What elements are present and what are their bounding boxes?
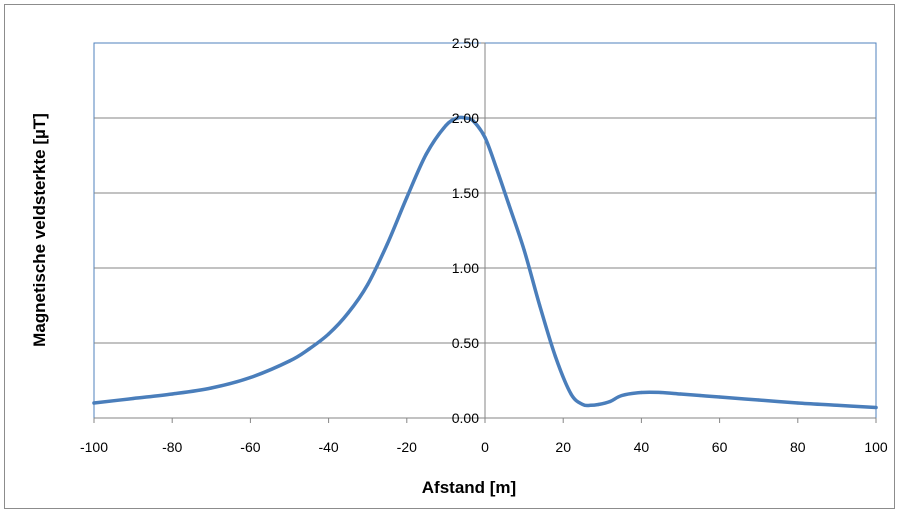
x-tick-label: -20 — [397, 439, 417, 455]
data-point — [248, 375, 252, 380]
axes — [93, 42, 877, 423]
data-point — [589, 403, 593, 407]
x-tick-label: 0 — [481, 439, 489, 455]
data-point — [659, 390, 663, 395]
data-point — [92, 401, 96, 405]
data-point — [553, 354, 558, 359]
x-tick-label: 80 — [790, 439, 806, 455]
data-point — [596, 402, 601, 407]
series-layer — [92, 115, 878, 410]
y-tick-label: 0.50 — [452, 335, 479, 351]
data-point — [495, 167, 499, 171]
data-point — [456, 116, 460, 120]
line-chart: 0.00 0.50 1.00 1.50 2.00 2.50 -100 -80 -60 -40 -20… — [30, 35, 888, 497]
data-point — [424, 152, 428, 156]
x-tick-label: 20 — [555, 439, 571, 455]
data-point — [874, 405, 878, 410]
data-point — [835, 403, 839, 407]
data-point — [405, 195, 409, 200]
x-tick-label: 40 — [634, 439, 650, 455]
data-point — [307, 347, 311, 351]
data-point — [287, 359, 292, 363]
x-tick-label: -100 — [80, 439, 108, 455]
y-tick-label: 2.00 — [452, 110, 479, 126]
x-tick-label: 100 — [864, 439, 888, 455]
data-point — [698, 393, 702, 398]
data-point — [620, 393, 624, 398]
data-point — [131, 396, 135, 401]
data-point — [608, 399, 612, 404]
x-tick-label: -60 — [240, 439, 260, 455]
data-point — [718, 395, 722, 399]
chart-frame: 0.00 0.50 1.00 1.50 2.00 2.50 -100 -80 -60 -40 -20… — [4, 4, 895, 509]
data-point — [471, 119, 475, 123]
y-tick-label: 1.50 — [452, 185, 479, 201]
data-point — [346, 311, 350, 315]
data-point — [506, 201, 511, 206]
data-point — [444, 123, 448, 128]
data-point — [522, 248, 526, 252]
y-axis-title: Magnetische veldsterkte [µT] — [30, 113, 49, 347]
y-tick-label: 2.50 — [452, 35, 479, 51]
x-axis-title: Afstand [m] — [422, 478, 516, 497]
data-point — [209, 386, 213, 390]
x-tick-label: -40 — [318, 439, 338, 455]
tick-labels: 0.00 0.50 1.00 1.50 2.00 2.50 -100 -80 -60 -40 -20… — [80, 35, 888, 455]
data-point — [327, 332, 331, 336]
data-point — [385, 242, 389, 246]
data-point — [639, 390, 644, 395]
x-tick-label: 60 — [712, 439, 728, 455]
y-tick-label: 0.00 — [452, 410, 479, 426]
data-point — [170, 392, 174, 396]
y-tick-label: 1.00 — [452, 260, 479, 276]
data-point — [538, 303, 542, 308]
data-point — [366, 282, 370, 287]
data-point — [796, 401, 800, 405]
x-tick-label: -80 — [162, 439, 182, 455]
data-point — [569, 392, 573, 396]
data-point — [581, 402, 585, 407]
data-point — [678, 392, 683, 396]
data-point — [463, 116, 467, 120]
series-line — [92, 115, 878, 410]
data-point — [757, 398, 761, 402]
data-point — [483, 135, 487, 140]
